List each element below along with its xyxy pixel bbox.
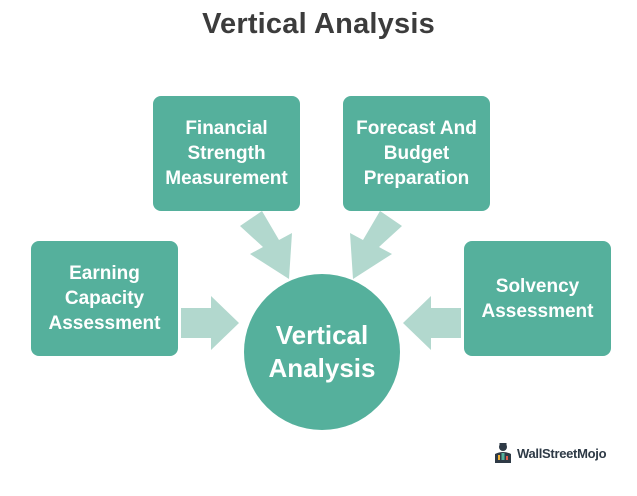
- forecast-budget-box: Forecast And Budget Preparation: [343, 96, 490, 211]
- financial-strength-label: Financial Strength Measurement: [165, 118, 288, 189]
- arrow-forecast: [350, 211, 402, 279]
- brand-watermark: WallStreetMojo: [493, 441, 607, 465]
- brand-name: WallStreetMojo: [517, 445, 607, 461]
- arrow-earning: [181, 296, 239, 350]
- solvency-assessment-box: Solvency Assessment: [464, 241, 611, 356]
- arrow-financial: [240, 211, 292, 279]
- financial-strength-box: Financial Strength Measurement: [153, 96, 300, 211]
- wallstreetmojo-logo-icon: [495, 443, 511, 463]
- earning-capacity-label: Earning Capacity Assessment: [48, 263, 161, 334]
- arrow-solvency: [403, 296, 461, 350]
- center-circle-label: Vertical Analysis: [268, 320, 376, 383]
- page-title: Vertical Analysis: [202, 8, 435, 40]
- earning-capacity-box: Earning Capacity Assessment: [31, 241, 178, 356]
- center-circle: Vertical Analysis: [244, 274, 400, 430]
- forecast-budget-label: Forecast And Budget Preparation: [356, 118, 477, 189]
- solvency-assessment-label: Solvency Assessment: [481, 275, 594, 322]
